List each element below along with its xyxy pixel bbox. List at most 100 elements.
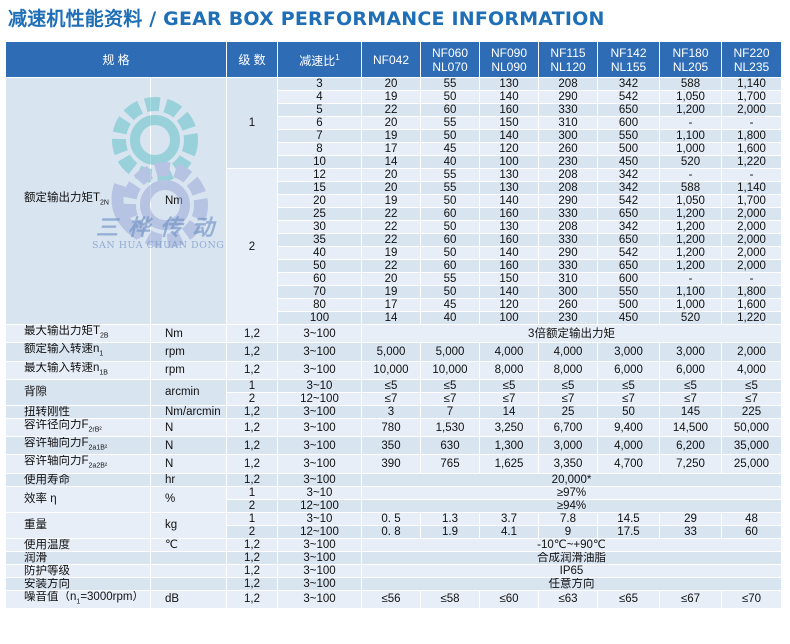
stage-cell: 1,2 [226, 472, 278, 487]
ratio-cell: 15 [277, 181, 362, 195]
ratio-cell: 3~100 [277, 454, 362, 474]
value-cell: 22 [361, 220, 421, 234]
value-cell: 55 [420, 77, 480, 91]
row-label: 额定输入转速n1 [5, 342, 151, 362]
ratio-cell: 3~100 [277, 323, 362, 344]
value-cell: ≤7 [420, 391, 480, 406]
header-model-line2: NL070 [432, 59, 468, 74]
ratio-cell: 3~100 [277, 436, 362, 456]
value-cell: 650 [597, 207, 660, 221]
value-cell: 140 [479, 285, 539, 299]
value-cell: 588 [659, 77, 722, 91]
header-model-line2: NL090 [491, 59, 527, 74]
row-label: 最大输入转速n1B [5, 360, 151, 380]
row-label: 使用温度 [5, 537, 151, 552]
value-cell: 542 [597, 194, 660, 208]
ratio-cell: 3~100 [277, 589, 362, 610]
value-cell: 55 [420, 116, 480, 130]
ratio-cell: 3~100 [277, 550, 362, 565]
value-cell: 14 [361, 155, 421, 169]
row-label-text: 容许轴向力F [24, 455, 89, 468]
stage-cell: 1 [226, 77, 278, 169]
torque-label-text: 额定输出力矩T [24, 192, 101, 205]
value-cell: 1,000 [659, 298, 722, 312]
value-cell: 1,800 [721, 129, 782, 143]
stage-cell: 2 [226, 168, 278, 325]
value-cell: 4,000 [479, 342, 539, 362]
value-cell: 310 [538, 272, 598, 286]
unit-cell: % [150, 485, 227, 513]
unit-cell: dB [150, 589, 227, 610]
table-row: 使用寿命 hr 1,2 3~100 20,000* [5, 472, 782, 487]
value-cell: 650 [597, 233, 660, 247]
header-model-line2: NL120 [550, 59, 586, 74]
value-cell: 1,200 [659, 207, 722, 221]
ratio-cell: 10 [277, 155, 362, 169]
value-cell: 3,250 [479, 417, 539, 438]
span-cell: ≥97% [361, 485, 782, 500]
value-cell: 19 [361, 194, 421, 208]
stage-cell: 1,2 [226, 360, 278, 380]
value-cell: 260 [538, 298, 598, 312]
value-cell: 60 [420, 103, 480, 117]
value-cell: 140 [479, 90, 539, 104]
value-cell: 22 [361, 259, 421, 273]
header-model-line1: NF090 [490, 45, 528, 60]
table-row: 效率 η% 1 3~10 ≥97% [5, 485, 782, 513]
value-cell: 450 [597, 155, 660, 169]
row-label: 噪音值（n1=3000rpm） [5, 589, 151, 610]
row-label-text: 噪音值（n [24, 590, 77, 603]
value-cell: 150 [479, 116, 539, 130]
stage-cell: 1,2 [226, 323, 278, 344]
value-cell: 17 [361, 298, 421, 312]
value-cell: 50 [597, 404, 660, 419]
value-cell: 22 [361, 207, 421, 221]
value-cell: 40 [420, 155, 480, 169]
value-cell: 100 [479, 155, 539, 169]
ratio-cell: 5 [277, 103, 362, 117]
header-model-line2: NL235 [733, 59, 770, 74]
ratio-cell: 7 [277, 129, 362, 143]
value-cell: 4.1 [479, 524, 539, 539]
value-cell: 2,000 [721, 259, 782, 273]
ratio-cell: 3 [277, 77, 362, 91]
value-cell: ≤7 [721, 391, 782, 406]
ratio-cell: 3~100 [277, 537, 362, 552]
value-cell: ≤5 [420, 378, 480, 393]
value-cell: 60 [420, 259, 480, 273]
span-cell: -10℃~+90℃ [361, 537, 782, 552]
value-cell: 1,200 [659, 220, 722, 234]
value-cell: 1,100 [659, 285, 722, 299]
table-row: 容许轴向力F2a1B² N 1,2 3~100 350 630 1,300 3,000 4,00… [5, 436, 782, 456]
table-row: 安装方向 1,2 3~100 任意方向 [5, 576, 782, 591]
value-cell: 48 [721, 511, 782, 526]
value-cell: ≤7 [597, 391, 660, 406]
value-cell: 50 [420, 90, 480, 104]
value-cell: ≤63 [538, 589, 598, 610]
value-cell: 550 [597, 129, 660, 143]
header-model-line1: NF060 [431, 45, 469, 60]
value-cell: 330 [538, 103, 598, 117]
value-cell: 9,400 [597, 417, 660, 438]
unit-cell [150, 576, 227, 591]
header-model: NF180 NL205 [659, 41, 722, 78]
stage-cell: 1,2 [226, 454, 278, 474]
value-cell: 3,000 [538, 436, 598, 456]
value-cell: 1,100 [659, 129, 722, 143]
row-label: 容许径向力F2rB² [5, 417, 151, 438]
unit-cell: Nm/arcmin [150, 404, 227, 419]
row-label: 重量 [5, 511, 151, 539]
header-model-line1: NF042 [372, 52, 410, 67]
value-cell: 1.3 [420, 511, 480, 526]
ratio-cell: 12~100 [277, 524, 362, 539]
value-cell: 19 [361, 285, 421, 299]
value-cell: 14.5 [597, 511, 660, 526]
stage-cell: 1,2 [226, 589, 278, 610]
stage-cell: 2 [226, 391, 278, 406]
ratio-cell: 20 [277, 194, 362, 208]
value-cell: 542 [597, 246, 660, 260]
header-spec: 规 格 [5, 41, 227, 78]
unit-cell: arcmin [150, 378, 227, 406]
stage-cell: 1,2 [226, 417, 278, 438]
value-cell: 290 [538, 90, 598, 104]
